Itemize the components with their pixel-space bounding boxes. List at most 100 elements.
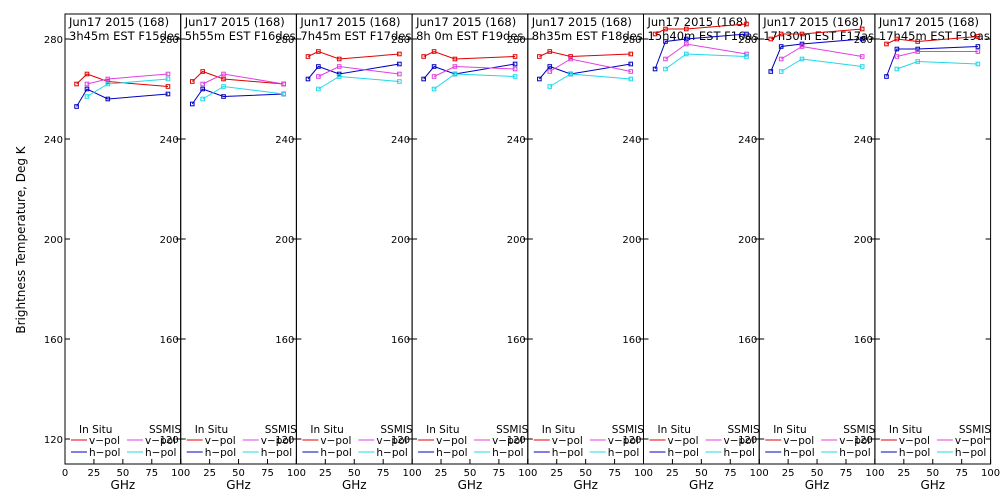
data-point	[200, 86, 205, 92]
y-tick-label: 160	[738, 335, 757, 346]
data-point	[84, 71, 90, 77]
series-line	[665, 43, 747, 60]
legend-label-insitu-hpol: h−pol	[320, 447, 351, 459]
series-ssmis-hpol	[778, 56, 865, 74]
legend-in-situ-header: In Situ	[310, 424, 343, 436]
panel-title: Jun17 2015 (168)17h30m EST F17asc	[762, 15, 880, 43]
y-tick-label: 200	[275, 235, 294, 246]
data-point	[281, 81, 286, 87]
x-tick-label: 50	[464, 468, 477, 479]
data-point	[221, 94, 226, 99]
series-line	[665, 53, 747, 70]
data-point	[189, 101, 195, 107]
x-tick-label: 100	[518, 468, 537, 479]
panel-title-line2: 3h45m EST F15des	[69, 29, 180, 43]
x-tick-label: 25	[203, 468, 216, 479]
series-line	[549, 73, 631, 87]
y-tick-label: 240	[160, 135, 179, 146]
x-tick-label: 75	[261, 468, 274, 479]
x-tick-label: 50	[695, 468, 708, 479]
series-line	[780, 45, 863, 60]
series-line	[202, 73, 284, 85]
y-tick-label: 120	[854, 435, 873, 446]
x-tick-label: 50	[811, 468, 824, 479]
legend-ssmis-header: SSMIS	[612, 424, 644, 436]
legend-label-insitu-vpol: v−pol	[783, 435, 814, 447]
data-point	[316, 86, 321, 92]
panel-title-line1: Jun17 2015 (168)	[762, 15, 863, 29]
data-point	[859, 54, 865, 59]
legend-label-ssmis-vpol: v−pol	[724, 435, 755, 447]
legend-label-insitu-vpol: v−pol	[320, 435, 351, 447]
panel-title-line1: Jun17 2015 (168)	[299, 15, 400, 29]
x-axis-label: GHz	[458, 478, 483, 492]
x-tick-label: 50	[116, 468, 129, 479]
data-point	[663, 26, 668, 32]
x-axis-label: GHz	[805, 478, 830, 492]
legend-label-ssmis-vpol: v−pol	[955, 435, 986, 447]
y-tick-label: 280	[44, 35, 63, 46]
x-tick-label: 50	[348, 468, 361, 479]
y-tick-label: 240	[738, 135, 757, 146]
data-point	[894, 36, 900, 42]
data-point	[799, 56, 805, 62]
legend-label-insitu-vpol: v−pol	[89, 435, 120, 447]
data-point	[778, 56, 784, 62]
data-point	[799, 44, 805, 49]
data-point	[628, 69, 634, 74]
legend-label-ssmis-vpol: v−pol	[261, 435, 292, 447]
data-point	[452, 71, 458, 77]
legend-ssmis-header: SSMIS	[496, 424, 528, 436]
y-tick-label: 280	[391, 35, 410, 46]
panel-title-line2: 17h30m EST F17asc	[763, 29, 880, 43]
series-line	[886, 36, 978, 45]
series-line	[86, 73, 169, 85]
x-axis-label: GHz	[342, 478, 367, 492]
data-point	[547, 69, 553, 74]
series-line	[318, 75, 400, 90]
data-point	[859, 36, 865, 42]
data-point	[305, 54, 311, 59]
data-point	[84, 94, 90, 99]
series-line	[423, 50, 516, 60]
panel-title: Jun17 2015 (168)7h45m EST F17des	[299, 15, 411, 43]
series-line	[76, 73, 169, 87]
data-point	[859, 26, 865, 32]
legend-label-ssmis-hpol: h−pol	[724, 447, 755, 459]
series-ssmis-vpol	[84, 71, 171, 87]
legend-ssmis-header: SSMIS	[380, 424, 412, 436]
series-line	[654, 23, 747, 35]
data-point	[512, 61, 518, 67]
y-tick-label: 120	[738, 435, 757, 446]
series-line	[202, 85, 284, 100]
series-line	[76, 88, 169, 107]
y-tick-label: 160	[44, 335, 63, 346]
panel-title-line1: Jun17 2015 (168)	[878, 15, 979, 29]
panel-3: 120 160 200 240 280 25 50 75 100 GHz Jun17 2015 (1…	[275, 13, 422, 492]
legend-label-insitu-hpol: h−pol	[552, 447, 583, 459]
y-tick-label: 240	[507, 135, 526, 146]
data-point	[165, 91, 171, 97]
data-point	[316, 74, 321, 79]
x-tick-label: 100	[287, 468, 306, 479]
y-tick-label: 280	[275, 35, 294, 46]
data-point	[652, 31, 658, 37]
data-point	[74, 81, 79, 87]
data-point	[221, 71, 226, 77]
panel-title: Jun17 2015 (168)8h35m EST F18des	[531, 15, 643, 43]
data-point	[568, 56, 573, 62]
data-point	[431, 74, 437, 79]
data-point	[452, 64, 458, 69]
series-ssmis-vpol	[431, 64, 518, 79]
y-tick-label: 200	[622, 235, 641, 246]
panel-title-line1: Jun17 2015 (168)	[184, 15, 285, 29]
x-axis-label: GHz	[111, 478, 136, 492]
data-point	[884, 74, 889, 79]
data-point	[663, 39, 668, 44]
data-point	[74, 104, 79, 109]
legend-label-ssmis-hpol: h−pol	[261, 447, 292, 459]
data-point	[397, 79, 402, 84]
series-line	[307, 63, 400, 80]
legend-label-ssmis-vpol: v−pol	[839, 435, 870, 447]
